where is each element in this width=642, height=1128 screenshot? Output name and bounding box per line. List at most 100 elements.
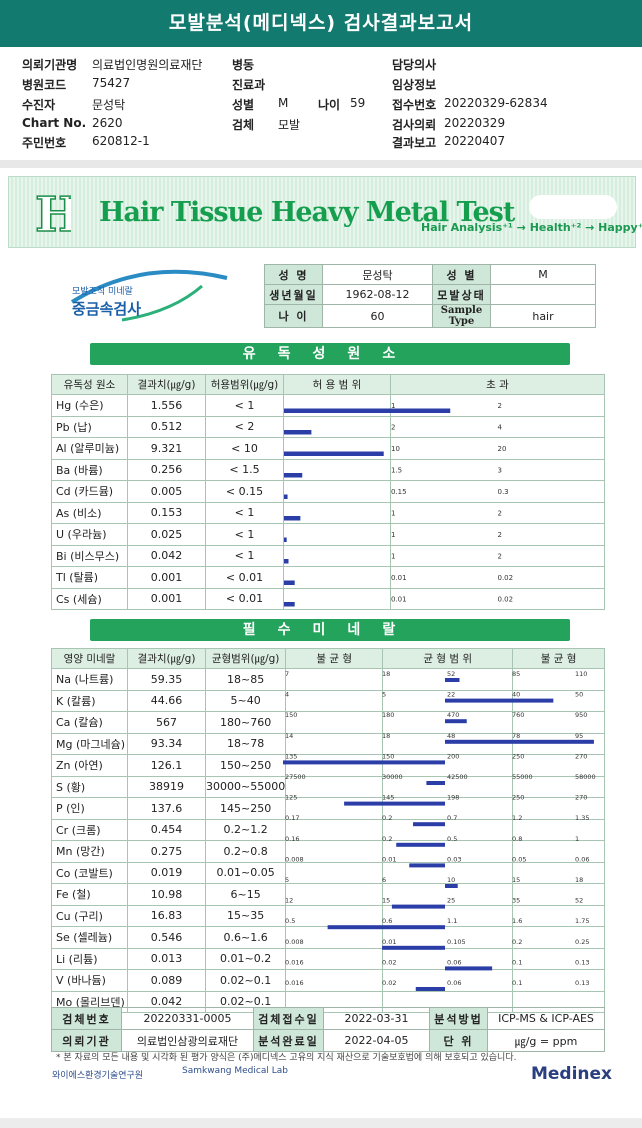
- mineral-tick-label: 15: [382, 897, 390, 905]
- svg-text:+3: +3: [67, 189, 71, 207]
- received-value: 2022-03-31: [323, 1007, 430, 1030]
- toxic-tick-label: 2: [498, 553, 502, 561]
- toxic-value: 1.556: [127, 394, 206, 417]
- toxic-tick-label: 0.15: [391, 488, 407, 496]
- toxic-value: 0.512: [127, 415, 206, 438]
- mineral-tick-label: 200: [447, 752, 459, 760]
- patient-table: 성 명 문성탁 성 별 M 생년월일 1962-08-12 모발상태 나 이 6…: [264, 264, 596, 328]
- mineral-bar: [445, 884, 458, 888]
- name-value: 문성탁: [322, 264, 433, 285]
- clinical-label: 임상정보: [392, 78, 437, 92]
- toxic-tick-label: 1.5: [391, 467, 402, 475]
- toxic-element: Cs (세슘): [51, 587, 128, 610]
- toxic-tick-label: 3: [498, 467, 502, 475]
- logo-line2: 중금속검사: [72, 300, 142, 318]
- mineral-tick-label: 0.016: [285, 979, 304, 987]
- age-label: 나 이: [264, 304, 323, 328]
- toxic-header-excess: 초 과: [390, 374, 605, 395]
- toxic-range: < 0.01: [205, 587, 284, 610]
- mineral-tick-label: 0.016: [285, 958, 304, 966]
- mineral-bar: [396, 842, 445, 847]
- mineral-tick-label: 0.13: [575, 979, 589, 987]
- mineral-tick-label: 0.01: [382, 855, 396, 863]
- toxic-element: Ba (바륨): [51, 458, 128, 481]
- mineral-element: Zn (아연): [51, 754, 128, 777]
- mineral-tick-label: 5: [285, 876, 289, 884]
- mineral-tick-label: 0.06: [575, 855, 589, 863]
- toxic-row: Ba (바륨) 0.256 < 1.5: [51, 458, 605, 481]
- report-date-label: 결과보고: [392, 136, 437, 150]
- svg-text:H: H: [35, 187, 71, 241]
- mineral-tick-label: 10: [447, 876, 455, 884]
- chart-label: Chart No.: [22, 116, 87, 130]
- mineral-bar: [445, 698, 554, 703]
- mineral-tick-label: 1.6: [512, 917, 522, 925]
- mineral-tick-label: 150: [285, 711, 297, 719]
- toxic-value: 0.042: [127, 544, 206, 567]
- toxic-tick-label: 2: [391, 424, 395, 432]
- footer-logos: 와이에스환경기술연구원 Samkwang Medical Lab Medinex: [52, 1062, 612, 1092]
- mineral-element: Fe (철): [51, 883, 128, 906]
- sex-value: M: [278, 96, 289, 110]
- mineral-element: Mg (마그네슘): [51, 732, 128, 755]
- toxic-value: 9.321: [127, 437, 206, 460]
- toxic-element: Tl (탈륨): [51, 566, 128, 589]
- mineral-tick-label: 0.8: [512, 835, 522, 843]
- test-no-label: 검체번호: [51, 1007, 122, 1030]
- toxic-bar: [284, 451, 384, 456]
- mineral-tick-label: 0.1: [512, 958, 522, 966]
- toxic-value: 0.005: [127, 480, 206, 503]
- mineral-tick-label: 0.1: [512, 979, 522, 987]
- toxic-bar: [284, 559, 289, 564]
- toxic-row: Cs (세슘) 0.001 < 0.01: [51, 587, 605, 610]
- toxic-bar: [284, 537, 287, 542]
- mineral-tick-label: 1.75: [575, 917, 589, 925]
- mineral-tick-label: 15: [512, 876, 520, 884]
- mineral-range: 0.6~1.6: [204, 926, 287, 949]
- institution-value: 의료법인삼광의료재단: [121, 1029, 254, 1052]
- age-label: 나이: [318, 98, 341, 112]
- mineral-tick-label: 55000: [512, 773, 533, 781]
- page-bottom-band: [0, 1118, 642, 1128]
- sex-value: M: [490, 264, 596, 285]
- mineral-table: 영양 미네랄 결과치(㎍/g) 균형범위(㎍/g) 불 균 형 균 형 범 위 …: [51, 648, 605, 1013]
- toxic-element: Al (알루미늄): [51, 437, 128, 460]
- mineral-tick-label: 18: [382, 670, 390, 678]
- mineral-value: 567: [127, 711, 206, 734]
- resident-value: 620812-1: [92, 134, 150, 148]
- mineral-tick-label: 0.17: [285, 814, 299, 822]
- mineral-bar: [413, 822, 445, 827]
- toxic-value: 0.256: [127, 458, 206, 481]
- mineral-tick-label: 0.008: [285, 938, 304, 946]
- mineral-tick-label: 180: [382, 711, 394, 719]
- test-no-value: 20220331-0005: [121, 1007, 254, 1030]
- toxic-element: U (우라늄): [51, 523, 128, 546]
- mineral-tick-label: 125: [285, 794, 297, 802]
- mineral-value: 59.35: [127, 668, 206, 691]
- toxic-tick-label: 1: [391, 510, 395, 518]
- mineral-range: 0.01~0.2: [204, 947, 287, 970]
- mineral-tick-label: 0.02: [382, 979, 396, 987]
- request-label: 검사의뢰: [392, 118, 437, 132]
- report-title: 모발분석(메디넥스) 검사결과보고서: [0, 0, 642, 47]
- mineral-range: 150~250: [204, 754, 287, 777]
- hospital-code-label: 병원코드: [22, 78, 67, 92]
- mineral-element: Mn (망간): [51, 840, 128, 863]
- toxic-bar: [284, 408, 451, 413]
- mineral-tick-label: 110: [575, 670, 587, 678]
- mineral-section-title: 필수미네랄: [90, 619, 570, 641]
- toxic-tick-label: 0.02: [498, 574, 514, 582]
- mineral-bar: [415, 987, 445, 991]
- mineral-range: 145~250: [204, 797, 287, 820]
- mineral-range: 6~15: [204, 883, 287, 906]
- sample-type-value: hair: [490, 304, 596, 328]
- mineral-bar: [382, 945, 445, 950]
- toxic-chart: 1 2 2 4 10 20 1.5 3 0.15 0.3 1 2 1 2 1 2 0.01 0.02 0.01 0.0…: [284, 402, 514, 607]
- toxic-tick-label: 2: [498, 510, 502, 518]
- dept-label: 진료과: [232, 78, 266, 92]
- mineral-value: 126.1: [127, 754, 206, 777]
- toxic-tick-label: 2: [498, 402, 502, 410]
- mineral-tick-label: 7: [285, 670, 289, 678]
- toxic-tick-label: 20: [498, 445, 507, 453]
